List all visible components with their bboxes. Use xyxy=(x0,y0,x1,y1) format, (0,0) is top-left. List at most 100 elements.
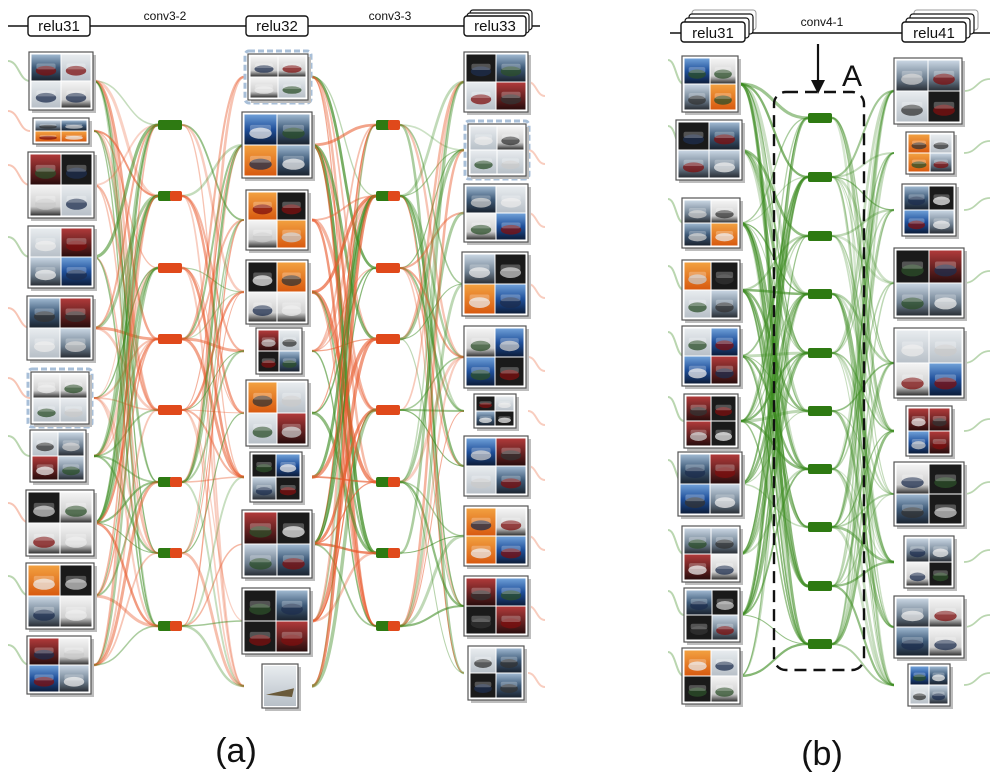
connection-edge xyxy=(527,356,546,372)
filter-node[interactable] xyxy=(808,289,832,299)
filter-node[interactable] xyxy=(158,263,182,273)
image-thumbnail[interactable] xyxy=(901,183,959,239)
image-thumbnail[interactable] xyxy=(681,647,743,707)
image-thumbnail[interactable] xyxy=(903,535,957,591)
image-thumbnail[interactable] xyxy=(32,117,92,147)
image-thumbnail[interactable] xyxy=(463,325,529,391)
image-thumbnail[interactable] xyxy=(245,189,311,253)
image-thumbnail[interactable] xyxy=(28,51,96,113)
image-thumbnail[interactable] xyxy=(463,575,531,639)
image-thumbnail[interactable] xyxy=(249,451,305,505)
image-thumbnail[interactable] xyxy=(26,295,96,363)
image-thumbnail[interactable] xyxy=(26,635,94,697)
filter-node[interactable] xyxy=(808,464,832,474)
image-thumbnail[interactable] xyxy=(681,525,743,585)
filter-node[interactable] xyxy=(808,348,832,358)
image-thumbnail[interactable] xyxy=(261,663,301,711)
image-thumbnail[interactable] xyxy=(463,51,531,115)
filter-node[interactable] xyxy=(808,581,832,591)
filter-node[interactable] xyxy=(158,405,182,415)
image-thumbnail[interactable] xyxy=(893,247,967,321)
filter-node[interactable] xyxy=(808,522,832,532)
layer-tab-relu31-b[interactable]: relu31 xyxy=(680,9,757,43)
filter-node[interactable] xyxy=(158,191,182,201)
image-thumbnail[interactable] xyxy=(893,57,965,127)
filter-node[interactable] xyxy=(158,334,182,344)
connection-edge xyxy=(181,350,245,411)
connection-edge xyxy=(399,481,465,537)
connection-edge xyxy=(831,117,895,364)
connection-edge xyxy=(831,208,895,238)
connection-edge xyxy=(831,643,895,686)
connection-edge xyxy=(311,409,377,622)
connection-edge xyxy=(93,123,159,259)
filter-node[interactable] xyxy=(808,639,832,649)
image-thumbnail[interactable] xyxy=(26,367,94,429)
filter-node[interactable] xyxy=(376,621,400,631)
image-thumbnail[interactable] xyxy=(241,587,313,657)
image-thumbnail[interactable] xyxy=(681,325,743,389)
image-thumbnail[interactable] xyxy=(473,393,519,431)
filter-node[interactable] xyxy=(158,548,182,558)
image-thumbnail[interactable] xyxy=(905,131,957,177)
layer-label: relu41 xyxy=(913,25,955,42)
image-thumbnail[interactable] xyxy=(463,505,531,569)
layer-tab-relu33[interactable]: relu33 xyxy=(463,9,533,37)
layer-tab-relu41[interactable]: relu41 xyxy=(901,9,979,43)
layer-tab-relu32[interactable]: relu32 xyxy=(245,15,309,37)
image-thumbnail[interactable] xyxy=(243,49,313,105)
image-thumbnail[interactable] xyxy=(241,509,315,581)
image-thumbnail[interactable] xyxy=(241,111,315,181)
filter-node[interactable] xyxy=(158,621,182,631)
connection-edge xyxy=(93,397,159,411)
image-thumbnail[interactable] xyxy=(463,119,531,181)
filter-node[interactable] xyxy=(376,263,400,273)
image-thumbnail[interactable] xyxy=(893,595,967,661)
image-thumbnail[interactable] xyxy=(245,379,311,449)
image-thumbnail[interactable] xyxy=(683,393,741,451)
filter-node[interactable] xyxy=(376,405,400,415)
image-thumbnail[interactable] xyxy=(463,435,531,499)
filter-node[interactable] xyxy=(808,231,832,241)
image-thumbnail[interactable] xyxy=(681,259,743,323)
connection-edge xyxy=(181,337,245,479)
filter-node[interactable] xyxy=(158,120,182,130)
image-thumbnail[interactable] xyxy=(681,55,741,115)
layer-tab-relu31[interactable]: relu31 xyxy=(27,15,91,37)
connection-edge xyxy=(181,143,245,198)
connection-edge xyxy=(831,282,895,470)
image-thumbnail[interactable] xyxy=(893,327,967,401)
connection-edge xyxy=(311,542,377,555)
image-thumbnail[interactable] xyxy=(907,663,953,709)
connection-edge xyxy=(831,525,895,687)
filter-node[interactable] xyxy=(376,548,400,558)
filter-node[interactable] xyxy=(808,406,832,416)
filter-node[interactable] xyxy=(808,172,832,182)
connection-edge xyxy=(311,75,377,270)
image-thumbnail[interactable] xyxy=(675,119,745,183)
image-thumbnail[interactable] xyxy=(677,451,745,519)
image-thumbnail[interactable] xyxy=(25,489,97,559)
image-thumbnail[interactable] xyxy=(461,251,531,319)
filter-node[interactable] xyxy=(158,477,182,487)
image-thumbnail[interactable] xyxy=(905,405,955,459)
filter-node[interactable] xyxy=(376,334,400,344)
image-thumbnail[interactable] xyxy=(463,183,531,245)
connection-edge xyxy=(311,143,377,555)
filter-node[interactable] xyxy=(376,191,400,201)
image-thumbnail[interactable] xyxy=(25,562,97,632)
image-thumbnail[interactable] xyxy=(893,461,967,529)
image-thumbnail[interactable] xyxy=(27,151,97,221)
connection-edge xyxy=(181,624,245,688)
image-thumbnail[interactable] xyxy=(467,645,527,703)
connection-edge xyxy=(399,80,465,198)
image-thumbnail[interactable] xyxy=(245,259,311,327)
image-thumbnail[interactable] xyxy=(681,197,743,251)
image-thumbnail[interactable] xyxy=(27,225,97,291)
filter-node[interactable] xyxy=(808,113,832,123)
filter-node[interactable] xyxy=(376,477,400,487)
filter-node[interactable] xyxy=(376,120,400,130)
image-thumbnail[interactable] xyxy=(29,429,89,485)
image-thumbnail[interactable] xyxy=(255,327,305,377)
image-thumbnail[interactable] xyxy=(683,587,743,645)
